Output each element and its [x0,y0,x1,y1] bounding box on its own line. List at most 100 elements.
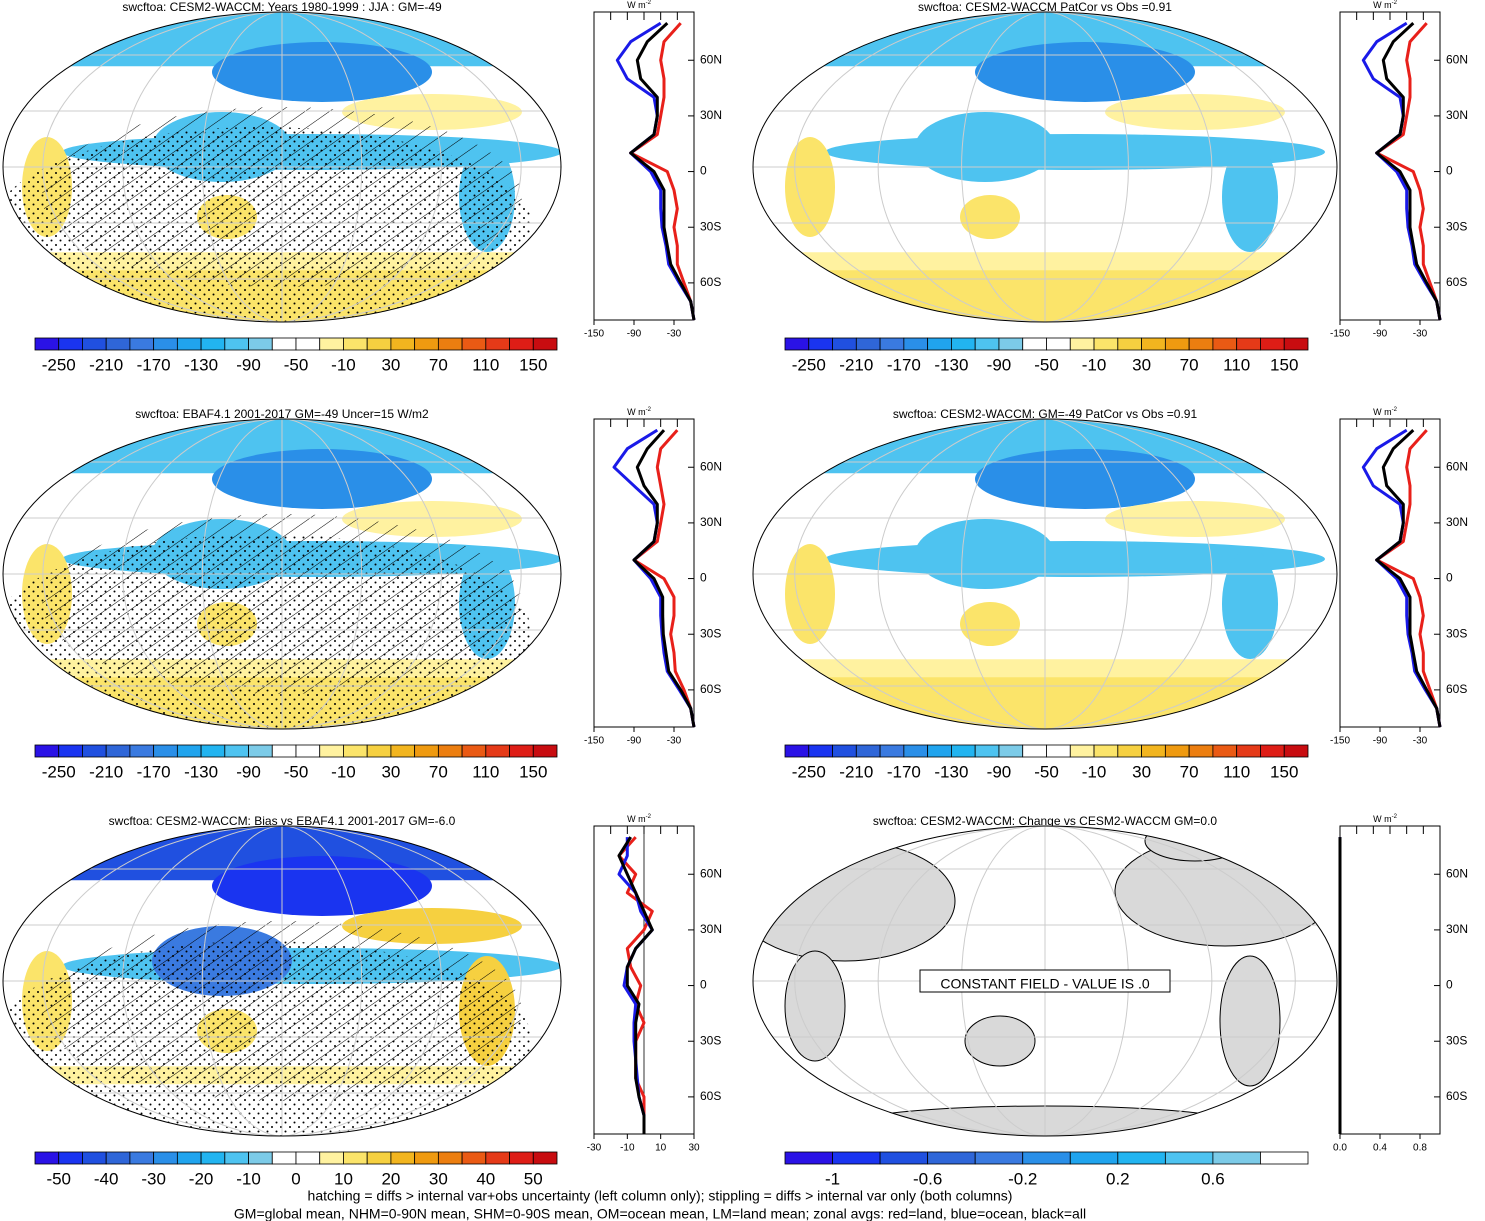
zonal-y-label: 60S [700,1089,721,1103]
colorbar-box [1093,337,1119,351]
colorbar-box [832,1151,881,1165]
colorbar-box [34,744,60,758]
zonal-y-label: 30S [1446,626,1467,640]
colorbar-box [319,337,344,351]
colorbar-box [319,1151,344,1165]
map-border [752,11,1338,323]
colorbar-box [58,337,83,351]
meridian [877,419,1213,729]
colorbar-box [58,744,83,758]
north-pacific [212,42,432,102]
colorbar-box [808,744,833,758]
zonal-x-label: -90 [1373,329,1388,340]
stippling [3,941,532,1136]
colorbar-box [1188,337,1214,351]
colorbar-box [1164,337,1190,351]
colorbar-box [1188,744,1214,758]
colorbar-box [1069,744,1095,758]
zonal-y-label: 0 [700,164,707,178]
colorbar-box [1212,1151,1261,1165]
colorbar-box [224,337,249,351]
colorbar-label: 70 [429,762,448,781]
colorbar-box [485,1151,510,1165]
meridian [961,419,1129,729]
colorbar-box [1022,1151,1071,1165]
meridian [122,419,442,729]
colorbar-box [461,337,487,351]
meridian [42,419,522,729]
zonal-line [629,22,696,321]
colorbar-label: -10 [1082,355,1107,374]
colorbar-box [153,1151,178,1165]
colorbar-label: -210 [89,355,123,374]
zonal-y-label: 30S [1446,219,1467,233]
colorbar-label: -10 [331,762,356,781]
colorbar-box [1283,744,1309,758]
panel-title: swcftoa: CESM2-WACCM: Bias vs EBAF4.1 20… [109,814,456,828]
colorbar-box [271,337,297,351]
zonal-unit-exp: -2 [646,0,652,6]
meridian [201,419,363,729]
colorbar-box [855,744,881,758]
colorbar-label: -30 [141,1169,166,1188]
colorbar-box [1141,337,1166,351]
africa [785,544,835,644]
colorbar-box [390,744,416,758]
map-border [752,825,1338,1137]
colorbar-label: -250 [792,355,826,374]
colorbar-label: 30 [381,355,400,374]
south-america [1222,142,1278,252]
zonal-line [615,21,696,321]
australia [960,602,1020,646]
panel-title: swcftoa: CESM2-WACCM: Years 1980-1999 : … [122,0,442,14]
colorbar-box [974,337,1000,351]
colorbar-box [200,1151,226,1165]
zonal-y-label: 30S [700,626,721,640]
zonal-y-label: 60S [1446,682,1467,696]
colorbar-label: 20 [381,1169,400,1188]
meridian [122,12,442,322]
colorbar-box [414,744,439,758]
map-fill [3,419,561,729]
colorbar-box [224,1151,249,1165]
colorbar-box [248,1151,273,1165]
colorbar-box [343,744,368,758]
colorbar-label: -10 [236,1169,261,1188]
colorbar-box [855,337,881,351]
colorbar-box [343,1151,368,1165]
colorbar-box [82,1151,107,1165]
colorbar-box [879,744,905,758]
colorbar-label: -50 [284,762,309,781]
colorbar-box [82,337,107,351]
zonal-x-label: -150 [1330,329,1350,340]
colorbar-box [879,337,905,351]
colorbar-label: -130 [184,762,218,781]
colorbar-box [295,337,321,351]
colorbar-label: -50 [46,1169,71,1188]
colorbar-label: 30 [429,1169,448,1188]
colorbar-box [951,337,976,351]
zonal-x-label: -150 [1330,736,1350,747]
subtropics [1105,501,1285,537]
colorbar-box [1022,744,1047,758]
colorbar-box [903,744,929,758]
colorbar-label: -210 [839,762,873,781]
colorbar-box [437,1151,463,1165]
colorbar-label: 110 [472,355,499,374]
colorbar-box [105,1151,131,1165]
zonal-unit: W m-2 [1373,0,1397,10]
zonal-unit-exp: -2 [646,814,652,820]
colorbar-box [784,1151,833,1165]
zonal-y-label: 30S [700,1033,721,1047]
colorbar-box [366,1151,392,1165]
colorbar-label: -10 [331,355,356,374]
meridian [201,826,363,1136]
zonal-unit-exp: -2 [1392,407,1398,413]
zonal-y-label: 30N [700,108,722,122]
colorbar-label: -250 [42,762,76,781]
colorbar-box [1141,744,1166,758]
colorbar-label: -50 [1034,355,1059,374]
map [2,418,562,730]
zonal-line [629,22,696,321]
zonal-unit-base: W m [1373,814,1392,824]
